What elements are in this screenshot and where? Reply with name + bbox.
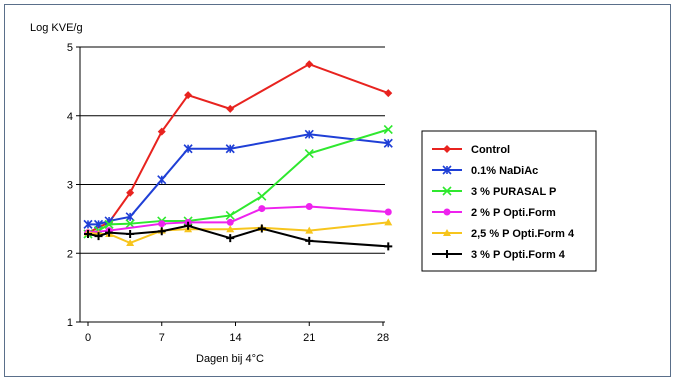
x-tick-label: 14 xyxy=(229,332,241,344)
y-tick-label: 2 xyxy=(67,248,73,260)
legend-label: 0.1% NaDiAc xyxy=(471,165,538,177)
data-point xyxy=(384,242,393,251)
series-line xyxy=(87,224,389,248)
x-tick-label: 0 xyxy=(85,332,91,344)
legend-item-3: 2 % P Opti.Form xyxy=(432,207,556,219)
data-point xyxy=(442,186,452,196)
data-point xyxy=(83,219,93,229)
data-point xyxy=(157,175,167,185)
x-tick-label: 7 xyxy=(159,332,165,344)
data-point xyxy=(125,212,135,222)
data-point xyxy=(84,230,92,238)
x-axis-label: Dagen bij 4°C xyxy=(196,353,264,365)
data-point xyxy=(157,227,166,236)
y-tick-label: 1 xyxy=(67,317,73,329)
data-point xyxy=(104,219,114,229)
data-point xyxy=(126,188,135,197)
data-point xyxy=(226,225,235,233)
legend: Control 0.1% NaDiAc 3 % PURASAL P 2 % P Opt… xyxy=(421,130,597,272)
series-line xyxy=(87,128,389,235)
data-point xyxy=(383,138,393,148)
legend-label: 2 % P Opti.Form xyxy=(471,207,556,219)
legend-item-0: Control xyxy=(432,144,510,156)
data-point xyxy=(443,229,451,236)
data-point xyxy=(443,208,451,216)
data-point xyxy=(184,221,193,230)
legend-label: 2,5 % P Opti.Form 4 xyxy=(471,228,575,240)
data-point xyxy=(158,220,166,228)
data-point xyxy=(257,191,267,201)
axes: 1 2 3 4 5 0 7 14 21 28 xyxy=(67,42,389,344)
data-point xyxy=(157,127,166,136)
legend-box xyxy=(421,130,597,272)
data-point xyxy=(304,148,314,159)
series-2 xyxy=(83,124,393,239)
data-point xyxy=(305,226,314,234)
data-point xyxy=(225,210,235,221)
data-point xyxy=(383,124,393,135)
series-5 xyxy=(84,221,393,251)
data-point xyxy=(225,144,235,154)
data-point xyxy=(126,230,135,238)
legend-item-2: 3 % PURASAL P xyxy=(432,186,556,198)
data-point xyxy=(257,224,266,233)
series-lines xyxy=(83,60,393,251)
data-point xyxy=(304,129,314,139)
data-point xyxy=(305,236,314,245)
x-tick-label: 21 xyxy=(303,332,315,344)
data-point xyxy=(183,144,193,154)
legend-item-5: 3 % P Opti.Form 4 xyxy=(432,249,566,261)
series-line xyxy=(87,205,389,234)
data-point xyxy=(258,205,266,213)
data-point xyxy=(184,91,193,100)
data-point xyxy=(94,232,103,241)
data-point xyxy=(305,203,313,210)
data-point xyxy=(226,218,234,226)
data-point xyxy=(105,228,114,237)
data-point xyxy=(443,250,451,258)
legend-label: 3 % P Opti.Form 4 xyxy=(471,249,566,261)
data-point xyxy=(384,89,393,98)
data-point xyxy=(384,218,393,226)
legend-label: Control xyxy=(471,144,510,156)
legend-item-1: 0.1% NaDiAc xyxy=(432,165,538,177)
data-point xyxy=(226,234,235,243)
y-tick-label: 5 xyxy=(67,42,73,54)
data-point xyxy=(226,104,235,113)
gridlines xyxy=(80,46,385,254)
series-1 xyxy=(83,129,393,229)
x-tick-label: 28 xyxy=(377,332,389,344)
data-point xyxy=(125,219,135,229)
legend-label: 3 % PURASAL P xyxy=(471,186,556,198)
y-axis-label: Log KVE/g xyxy=(30,22,83,34)
legend-item-4: 2,5 % P Opti.Form 4 xyxy=(432,228,575,240)
series-line xyxy=(87,63,389,234)
data-point xyxy=(305,60,314,69)
data-point xyxy=(443,145,451,153)
data-point xyxy=(126,238,135,246)
data-point xyxy=(384,208,392,216)
y-tick-label: 4 xyxy=(67,111,73,123)
y-tick-label: 3 xyxy=(67,180,73,192)
data-point xyxy=(442,165,452,175)
series-line xyxy=(87,221,389,245)
